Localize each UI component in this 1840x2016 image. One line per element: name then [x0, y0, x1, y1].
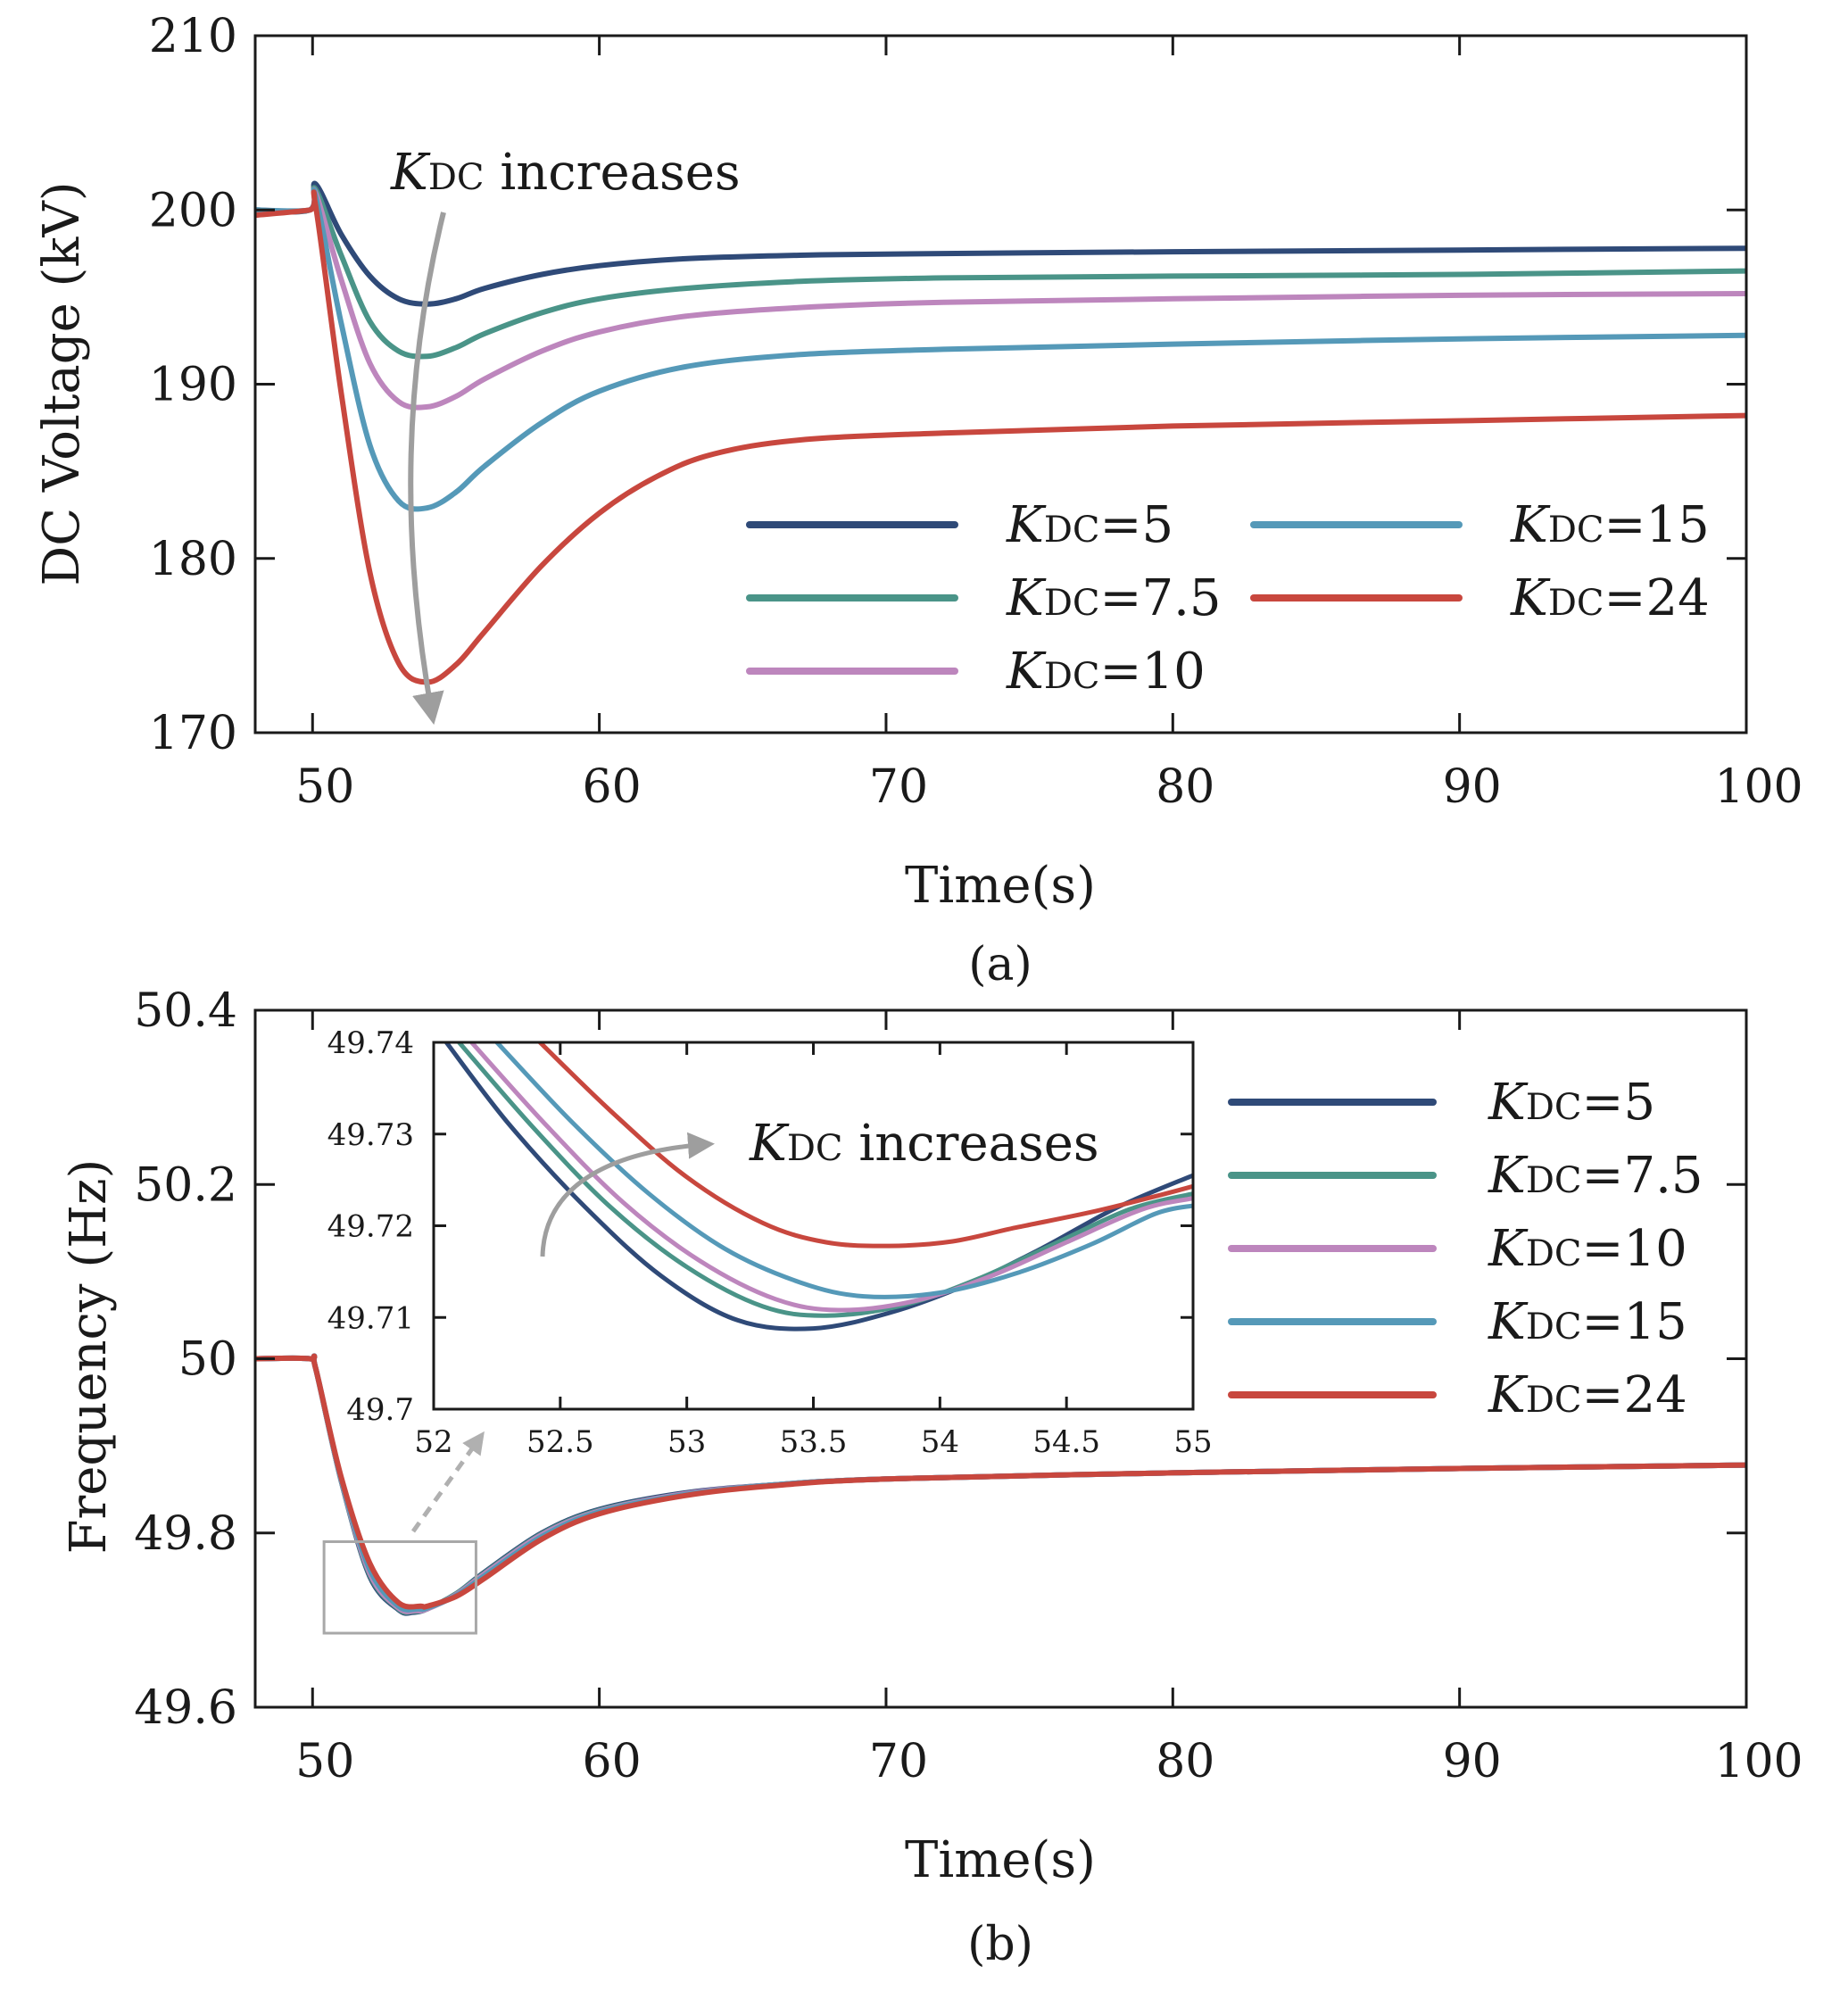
panel-a: 50 60 70 80 90 100 170 180 190 200 210 KDC increas…: [33, 10, 1803, 991]
panel-a-ylabel: DC Voltage (kV): [33, 181, 91, 585]
panel-b-xtick-label: 80: [1156, 1735, 1214, 1788]
inset-ytick-label: 49.71: [327, 1300, 414, 1336]
panel-a-ticks: 50 60 70 80 90 100 170 180 190 200 210: [149, 10, 1803, 814]
inset-annotation: KDC increases: [749, 1115, 1099, 1173]
inset-xtick-label: 55: [1173, 1424, 1212, 1460]
panel-b-ytick-label: 49.8: [134, 1507, 237, 1561]
panel-b-legend: KDC=5 KDC=7.5 KDC=10 KDC=15 KDC=24: [1228, 1074, 1703, 1424]
inset: 52 52.5 53 53.5 54 54.5 55 49.7 49.71 49.72 49.73 4…: [327, 1025, 1213, 1460]
panel-a-ytick-label: 210: [149, 10, 237, 63]
panel-a-xtick-label: 100: [1714, 760, 1803, 814]
inset-series-1: [443, 1042, 1193, 1332]
inset-ytick-label: 49.72: [327, 1209, 414, 1245]
panel-a-legend-label-1: KDC=5: [1006, 496, 1173, 554]
panel-a-xtick-label: 50: [295, 760, 354, 814]
panel-b-xlabel: Time(s): [905, 1831, 1096, 1889]
panel-a-annotation: KDC increases: [390, 144, 741, 202]
panel-b-zoom-arrow: [410, 1431, 485, 1533]
inset-annotation-text: increases: [843, 1115, 1099, 1173]
panel-a-ytick-label: 200: [149, 184, 237, 237]
panel-b-legend-label-3: KDC=10: [1488, 1220, 1687, 1278]
inset-xtick-label: 52: [414, 1424, 452, 1460]
panel-b-xtick-label: 100: [1714, 1735, 1803, 1788]
inset-lines: [443, 1042, 1193, 1332]
panel-a-annotation-sub: DC: [428, 157, 485, 198]
panel-a-ytick-label: 190: [149, 359, 237, 412]
inset-series-3: [469, 1042, 1193, 1313]
panel-a-xtick-label: 90: [1443, 760, 1502, 814]
panel-a-series-3: [255, 187, 1746, 411]
inset-ytick-label: 49.74: [327, 1025, 414, 1061]
panel-b-series-5: [255, 1353, 1746, 1610]
panel-a-series-5: [255, 189, 1746, 685]
inset-background: [434, 1042, 1193, 1409]
inset-xtick-label: 54.5: [1032, 1424, 1100, 1460]
panel-a-annotation-text: increases: [485, 144, 741, 202]
panel-b-xtick-label: 60: [583, 1735, 642, 1788]
inset-xtick-label: 53.5: [780, 1424, 848, 1460]
panel-a-annotation-k: K: [390, 144, 431, 202]
panel-a-series-2: [255, 185, 1746, 360]
inset-xtick-label: 54: [921, 1424, 959, 1460]
inset-series-5: [537, 1042, 1193, 1249]
panel-b-legend-label-1: KDC=5: [1488, 1074, 1655, 1132]
panel-a-series-1: [255, 180, 1746, 307]
panel-a-legend-label-3: KDC=10: [1006, 643, 1206, 701]
inset-ytick-label: 49.7: [346, 1392, 414, 1428]
inset-xtick-label: 52.5: [526, 1424, 594, 1460]
inset-annotation-k: K: [749, 1115, 790, 1173]
panel-b-legend-label-4: KDC=15: [1488, 1293, 1687, 1351]
panel-b-ylabel: Frequency (Hz): [60, 1159, 118, 1555]
inset-annotation-sub: DC: [787, 1128, 843, 1169]
panel-a-xtick-label: 80: [1156, 760, 1214, 814]
inset-series-4: [494, 1042, 1193, 1299]
inset-annotation-arrow: [540, 1132, 715, 1257]
panel-a-annotation-arrow: [408, 212, 446, 726]
panel-a-xtick-label: 60: [583, 760, 642, 814]
panel-b-xtick-label: 70: [869, 1735, 928, 1788]
panel-b-ytick-label: 50.4: [134, 984, 237, 1038]
panel-b-xtick-label: 90: [1443, 1735, 1502, 1788]
panel-b: 50 60 70 80 90 100 49.6 49.8 50 50.2 50.4 52 52.5 53…: [60, 984, 1803, 1971]
panel-a-lines: [255, 180, 1746, 685]
panel-a-xlabel: Time(s): [905, 857, 1096, 915]
panel-b-ytick-label: 50.2: [134, 1158, 237, 1212]
panel-b-legend-label-5: KDC=24: [1488, 1366, 1687, 1424]
inset-ticks: 52 52.5 53 53.5 54 54.5 55 49.7 49.71 49.72 49.73 4…: [327, 1025, 1213, 1460]
panel-a-series-4: [255, 187, 1746, 512]
panel-a-xtick-label: 70: [869, 760, 928, 814]
panel-a-caption: (a): [968, 938, 1032, 991]
panel-b-caption: (b): [967, 1918, 1033, 1971]
inset-series-2: [456, 1042, 1193, 1318]
panel-b-ytick-label: 49.6: [134, 1681, 237, 1735]
panel-b-ytick-label: 50: [178, 1333, 237, 1387]
inset-ytick-label: 49.73: [327, 1117, 414, 1153]
panel-b-xtick-label: 50: [295, 1735, 354, 1788]
inset-xtick-label: 53: [667, 1424, 706, 1460]
panel-b-zoom-box: [322, 1540, 477, 1635]
panel-b-ticks: 50 60 70 80 90 100 49.6 49.8 50 50.2 50.4: [134, 984, 1803, 1788]
panel-a-legend-label-4: KDC=15: [1510, 496, 1710, 554]
panel-a-legend-label-2: KDC=7.5: [1006, 569, 1222, 627]
panel-a-ytick-label: 180: [149, 533, 237, 586]
panel-b-legend-label-2: KDC=7.5: [1488, 1147, 1703, 1205]
panel-a-ytick-label: 170: [149, 707, 237, 760]
panel-b-lines: [255, 1353, 1746, 1616]
panel-a-legend-label-5: KDC=24: [1510, 569, 1710, 627]
panel-a-legend: KDC=5 KDC=7.5 KDC=10 KDC=15 KDC=24: [746, 496, 1710, 701]
